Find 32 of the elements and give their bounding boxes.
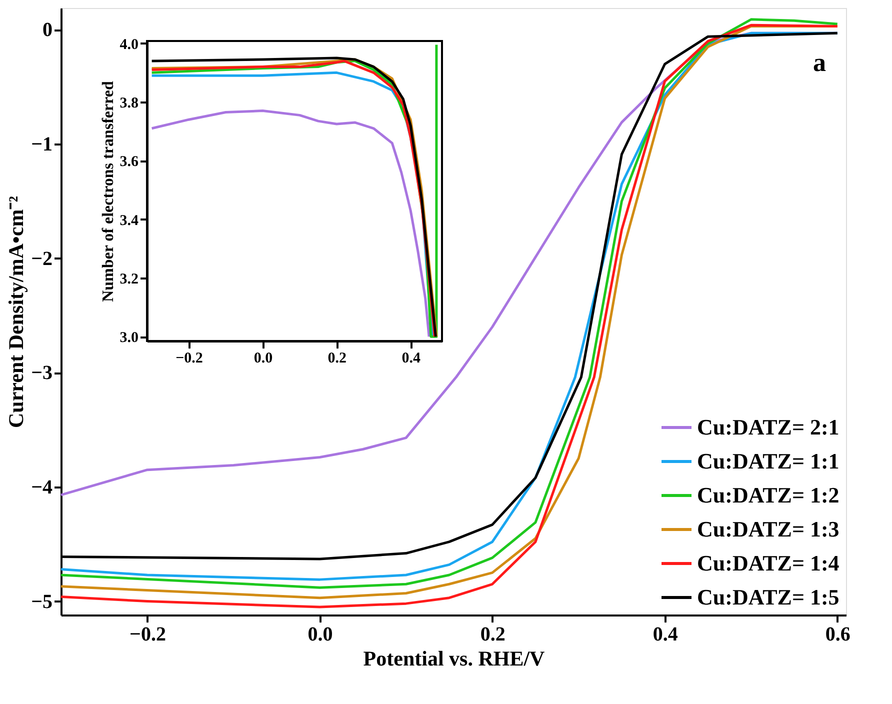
y-tick-label: 4.0 [120,36,138,53]
y-tick-label: 0 [42,19,52,42]
y-axis-title: Current Density/mA•cm⁻² [4,196,28,428]
y-axis-title: Number of electrons transferred [100,80,117,302]
y-tick-label: −1 [31,134,52,156]
x-tick-label: 0.0 [254,350,273,366]
y-tick-label: −3 [31,362,52,384]
x-tick-label: 0.2 [328,350,347,366]
legend-label: Cu:DATZ= 1:2 [697,482,840,508]
x-tick-label: 0.0 [308,624,333,646]
x-tick-label: 0.6 [825,624,850,646]
legend-label: Cu:DATZ= 2:1 [697,414,840,440]
y-tick-label: 3.0 [120,330,138,346]
line-series [150,110,430,338]
x-axis-title: Potential vs. RHE/V [363,646,545,670]
x-tick-label: −0.2 [176,350,203,366]
x-tick-label: 0.4 [652,624,678,646]
x-tick-label: 0.2 [480,624,506,646]
legend-label: Cu:DATZ= 1:1 [697,448,840,474]
y-tick-label: 3.2 [120,271,138,288]
legend-label: Cu:DATZ= 1:5 [697,584,840,610]
y-tick-label: −4 [31,476,52,498]
x-tick-label: 0.4 [402,350,421,366]
legend-label: Cu:DATZ= 1:4 [697,550,840,576]
y-tick-label: 3.6 [120,154,139,170]
y-tick-label: 3.8 [120,95,138,112]
y-tick-label: 3.4 [120,212,139,229]
annotation: a [813,48,826,77]
y-tick-label: −2 [31,248,52,270]
y-tick-label: −5 [31,590,52,613]
x-tick-label: −0.2 [130,624,166,646]
legend-label: Cu:DATZ= 1:3 [697,516,840,542]
